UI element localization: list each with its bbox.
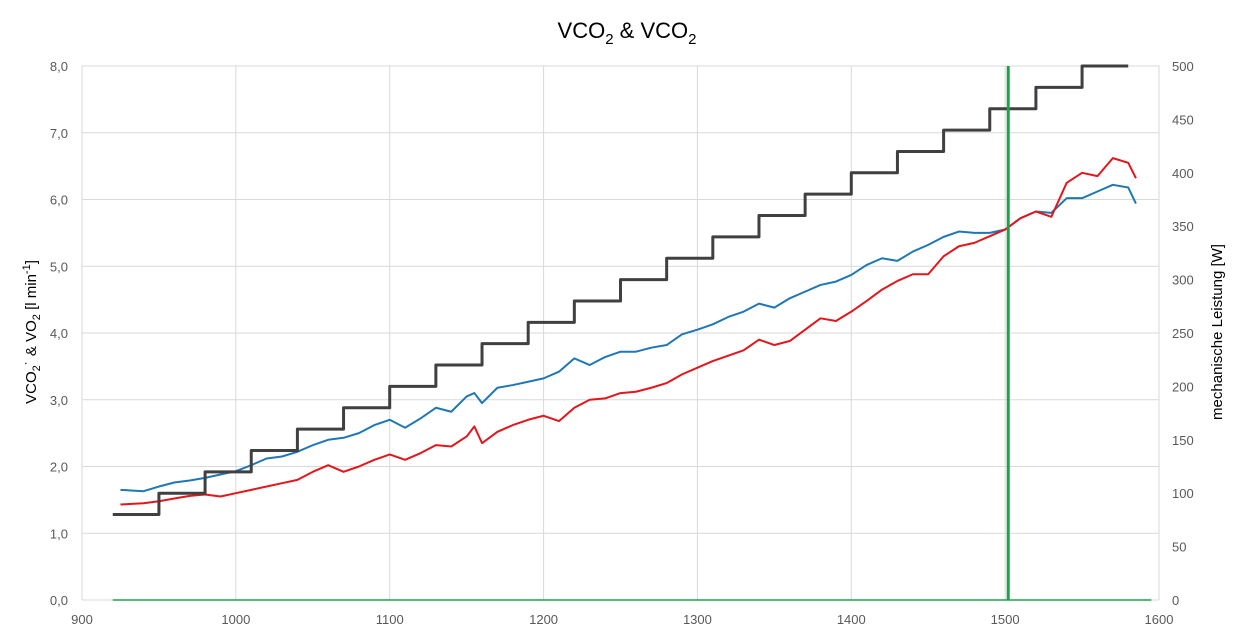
y2-tick-label: 0 bbox=[1172, 593, 1179, 608]
x-tick-label: 900 bbox=[71, 612, 93, 627]
y2-tick-label: 300 bbox=[1172, 273, 1194, 288]
x-tick-label: 1500 bbox=[991, 612, 1020, 627]
y-tick-label: 8,0 bbox=[50, 59, 68, 74]
y-tick-label: 7,0 bbox=[50, 126, 68, 141]
y-tick-label: 2,0 bbox=[50, 460, 68, 475]
series-layer bbox=[112, 64, 1152, 601]
tick-labels: 900 1000 1100 1200 1300 1400 1500 16000,01,02,0… bbox=[50, 59, 1194, 627]
y2-tick-label: 50 bbox=[1172, 540, 1186, 555]
chart-title: VCO2 & VCO2 bbox=[558, 18, 697, 48]
y2-tick-label: 350 bbox=[1172, 219, 1194, 234]
y-tick-label: 0,0 bbox=[50, 593, 68, 608]
y2-tick-label: 150 bbox=[1172, 433, 1194, 448]
series-line-vco2 bbox=[120, 157, 1137, 506]
x-tick-label: 1400 bbox=[837, 612, 866, 627]
y2-axis-title: mechanische Leistung [W] bbox=[1209, 244, 1226, 420]
y2-tick-label: 200 bbox=[1172, 379, 1194, 394]
y-tick-label: 1,0 bbox=[50, 526, 68, 541]
y-axis-title: VCO2˙ & VO2 [l min-1] bbox=[21, 260, 43, 404]
x-tick-label: 1200 bbox=[529, 612, 558, 627]
x-tick-label: 1600 bbox=[1145, 612, 1174, 627]
x-tick-label: 1000 bbox=[221, 612, 250, 627]
y2-tick-label: 400 bbox=[1172, 166, 1194, 181]
y2-tick-label: 450 bbox=[1172, 112, 1194, 127]
y-tick-label: 6,0 bbox=[50, 193, 68, 208]
series-line-vo2 bbox=[120, 183, 1137, 493]
y-tick-label: 3,0 bbox=[50, 393, 68, 408]
y2-tick-label: 250 bbox=[1172, 326, 1194, 341]
gridlines bbox=[81, 65, 1160, 601]
x-tick-label: 1100 bbox=[376, 612, 404, 627]
y2-tick-label: 500 bbox=[1172, 59, 1194, 74]
x-tick-label: 1300 bbox=[683, 612, 712, 627]
y-tick-label: 4,0 bbox=[50, 326, 68, 341]
y-tick-label: 5,0 bbox=[50, 259, 68, 274]
y2-tick-label: 100 bbox=[1172, 486, 1194, 501]
series-line-power bbox=[112, 64, 1129, 517]
